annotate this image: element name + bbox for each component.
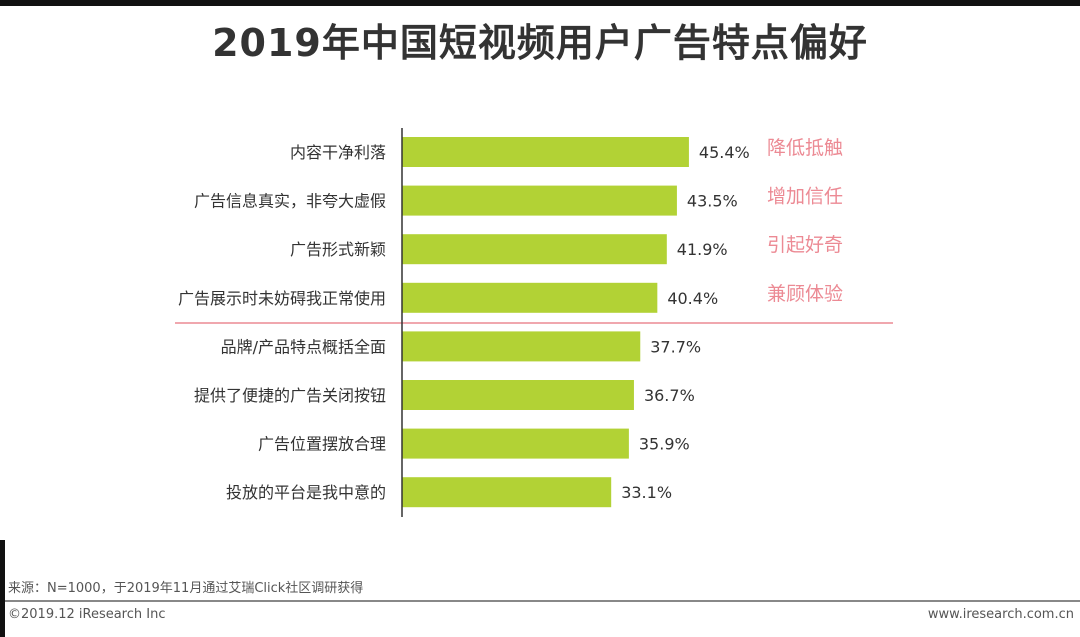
- bar: [402, 137, 689, 167]
- category-label: 品牌/产品特点概括全面: [221, 337, 386, 356]
- category-label: 内容干净利落: [290, 143, 386, 162]
- value-label: 41.9%: [677, 240, 728, 259]
- value-label: 36.7%: [644, 386, 695, 405]
- chart-title: 2019年中国短视频用户广告特点偏好: [212, 21, 868, 65]
- bar: [402, 282, 658, 313]
- bar: [402, 331, 641, 362]
- value-label: 33.1%: [621, 483, 672, 502]
- top-border: [0, 0, 1080, 6]
- annotation-label: 兼顾体验: [767, 283, 843, 305]
- value-label: 45.4%: [699, 143, 750, 162]
- bar: [402, 234, 667, 265]
- left-border: [0, 540, 5, 637]
- value-label: 43.5%: [687, 192, 738, 211]
- source-note: 来源：N=1000，于2019年11月通过艾瑞Click社区调研获得: [8, 581, 364, 596]
- annotation-label: 增加信任: [767, 186, 843, 208]
- value-label: 37.7%: [650, 337, 701, 356]
- category-label: 投放的平台是我中意的: [226, 483, 386, 502]
- bar: [402, 428, 629, 459]
- category-label: 广告展示时未妨碍我正常使用: [178, 289, 386, 308]
- value-label: 35.9%: [639, 435, 690, 454]
- copyright: ©2019.12 iResearch Inc: [8, 607, 166, 622]
- annotation-label: 降低抵触: [767, 137, 843, 159]
- category-label: 提供了便捷的广告关闭按钮: [194, 386, 386, 405]
- category-label: 广告信息真实，非夸大虚假: [194, 192, 386, 211]
- value-label: 40.4%: [667, 289, 718, 308]
- annotation-label: 引起好奇: [767, 234, 843, 256]
- website-link: www.iresearch.com.cn: [927, 607, 1074, 622]
- category-label: 广告形式新颖: [290, 240, 386, 259]
- bar: [402, 380, 634, 410]
- footer-divider: [5, 600, 1080, 602]
- bar: [402, 477, 612, 508]
- category-label: 广告位置摆放合理: [258, 435, 386, 454]
- bar: [402, 185, 677, 216]
